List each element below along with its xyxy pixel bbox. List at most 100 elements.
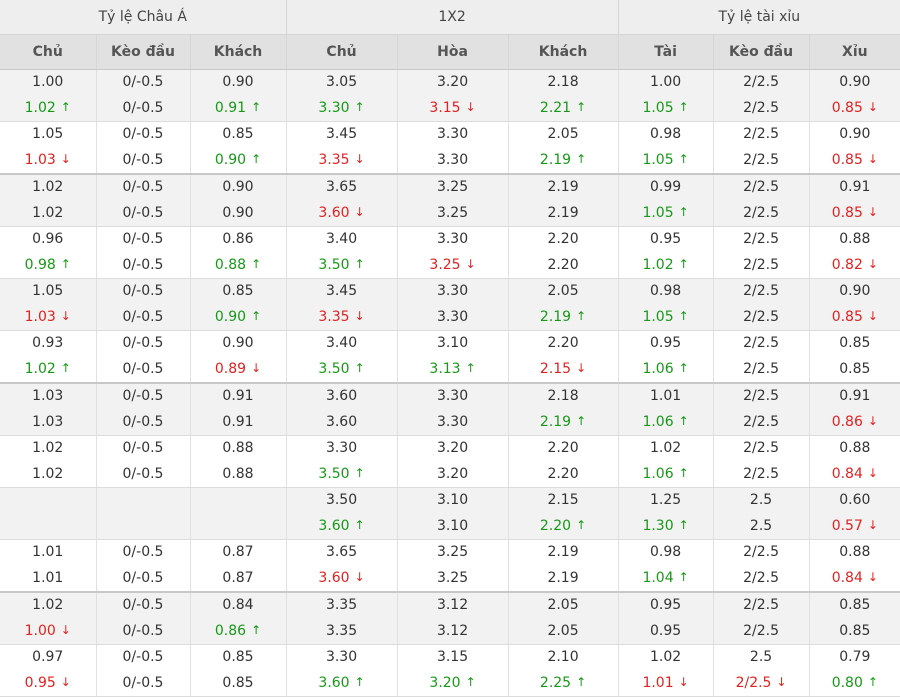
odds-cell-asian-handicap: 0/-0.5 (96, 565, 191, 593)
odds-value: 3.25 (436, 179, 469, 195)
odds-value: 3.35 (325, 622, 358, 639)
odds-value: 2/2.5 (743, 99, 779, 116)
col-header-1x2-home: Chủ (286, 34, 398, 70)
odds-cell-1x2-away: 2.15 ↓ (508, 356, 619, 384)
odds-cell-1x2-away: 2.20 (508, 330, 619, 356)
odds-cell-asian-handicap (96, 513, 191, 540)
arrow-up-icon: ↑ (354, 257, 365, 271)
odds-cell-over: 1.05 ↑ (618, 200, 714, 227)
odds-cell-asian-away: 0.90 (190, 330, 287, 356)
odds-cell-1x2-draw: 3.25 (397, 539, 509, 565)
table-row: 0.96 0/-0.5 0.86 3.40 3.30 2.20 0.95 2/2.5 0.88 (0, 226, 900, 252)
odds-value: 1.03 (24, 152, 56, 168)
arrow-down-icon: ↓ (354, 205, 365, 219)
odds-cell-asian-home: 1.03 (0, 409, 97, 436)
odds-cell-asian-home: 1.02 (0, 592, 97, 618)
odds-cell-1x2-home: 3.45 (286, 278, 398, 304)
odds-value: 2.19 (539, 414, 572, 430)
odds-cell-1x2-draw: 3.25 (397, 565, 509, 593)
odds-cell-asian-handicap: 0/-0.5 (96, 409, 191, 436)
col-header-asian-home: Chủ (0, 34, 97, 70)
odds-cell-1x2-away: 2.20 ↑ (508, 513, 619, 540)
odds-value: 2.5 (749, 517, 773, 534)
odds-value: 0.91 (839, 388, 871, 404)
odds-cell-asian-handicap: 0/-0.5 (96, 356, 191, 384)
odds-cell-1x2-draw: 3.10 (397, 487, 509, 513)
odds-cell-ou-line: 2/2.5 (713, 356, 810, 384)
odds-value: 0.90 (839, 283, 871, 299)
odds-value: 2.5 (749, 492, 773, 508)
odds-cell-over: 0.99 (618, 174, 714, 200)
odds-value: 0.86 (222, 231, 254, 247)
odds-cell-ou-line: 2/2.5 (713, 618, 810, 645)
odds-value: 3.25 (436, 544, 469, 560)
odds-value: 2/2.5 (743, 335, 779, 351)
odds-value: 1.05 (642, 152, 674, 168)
odds-cell-over: 1.05 ↑ (618, 147, 714, 175)
odds-cell-asian-away: 0.88 (190, 461, 287, 488)
odds-value: 1.01 (32, 544, 64, 560)
odds-cell-under: 0.91 (809, 383, 900, 409)
odds-cell-asian-away: 0.86 (190, 226, 287, 252)
arrow-up-icon: ↑ (251, 152, 262, 166)
odds-cell-ou-line: 2/2.5 (713, 147, 810, 175)
odds-value: 2.19 (547, 179, 579, 195)
odds-value: 0/-0.5 (122, 335, 164, 351)
odds-cell-asian-away (190, 487, 287, 513)
odds-value: 3.30 (318, 100, 350, 116)
arrow-up-icon: ↑ (251, 623, 262, 637)
odds-cell-1x2-away: 2.19 ↑ (508, 304, 619, 331)
odds-value: 2.20 (539, 518, 572, 534)
odds-value: 1.02 (24, 361, 56, 377)
odds-cell-under: 0.90 (809, 278, 900, 304)
odds-cell-ou-line: 2/2.5 (713, 69, 810, 95)
arrow-up-icon: ↑ (678, 466, 689, 480)
odds-value: 1.02 (649, 649, 682, 665)
odds-value: 0.90 (839, 126, 871, 142)
odds-value: 1.04 (642, 570, 674, 586)
arrow-up-icon: ↑ (251, 257, 262, 271)
odds-value: 0.85 (222, 283, 254, 299)
odds-value: 2/2.5 (743, 256, 779, 273)
odds-value: 3.45 (325, 126, 358, 142)
odds-value: 0/-0.5 (122, 151, 164, 168)
odds-cell-asian-handicap: 0/-0.5 (96, 539, 191, 565)
odds-cell-1x2-away: 2.19 ↑ (508, 409, 619, 436)
col-header-asian-handicap: Kèo đầu (96, 34, 191, 70)
odds-value: 1.03 (32, 413, 64, 430)
odds-cell-over: 1.05 ↑ (618, 304, 714, 331)
odds-cell-1x2-home: 3.50 (286, 487, 398, 513)
odds-cell-ou-line: 2/2.5 (713, 278, 810, 304)
odds-cell-under: 0.80 ↑ (809, 670, 900, 697)
odds-cell-asian-home: 0.96 (0, 226, 97, 252)
odds-cell-asian-home: 1.00 (0, 69, 97, 95)
odds-value: 0.79 (839, 649, 871, 665)
arrow-down-icon: ↓ (354, 309, 365, 323)
odds-value: 2.19 (539, 309, 572, 325)
arrow-down-icon: ↓ (251, 361, 262, 375)
table-row: 1.03 ↓ 0/-0.5 0.90 ↑ 3.35 ↓ 3.30 2.19 ↑ 1.05 ↑ 2/2.5… (0, 304, 900, 331)
odds-value: 3.50 (318, 361, 350, 377)
arrow-down-icon: ↓ (576, 361, 587, 375)
odds-cell-1x2-draw: 3.25 (397, 174, 509, 200)
odds-value: 2/2.5 (743, 126, 779, 142)
arrow-down-icon: ↓ (867, 100, 878, 114)
odds-value: 0.98 (649, 126, 682, 142)
odds-value: 2/2.5 (743, 440, 779, 456)
arrow-up-icon: ↑ (354, 100, 365, 114)
odds-value: 0.84 (831, 466, 863, 482)
odds-cell-over: 1.01 (618, 383, 714, 409)
table-row: 3.60 ↑ 3.10 2.20 ↑ 1.30 ↑ 2.5 0.57 ↓ (0, 513, 900, 540)
odds-cell-asian-home: 1.03 (0, 383, 97, 409)
odds-cell-asian-handicap: 0/-0.5 (96, 121, 191, 147)
odds-value: 2/2.5 (743, 622, 779, 639)
odds-value: 2/2.5 (743, 413, 779, 430)
odds-value: 0.84 (222, 597, 254, 613)
odds-cell-over: 0.98 (618, 278, 714, 304)
odds-value: 2.20 (547, 231, 579, 247)
odds-value: 3.30 (436, 151, 469, 168)
odds-value: 1.06 (642, 414, 674, 430)
odds-cell-asian-away: 0.90 (190, 69, 287, 95)
table-row: 1.05 0/-0.5 0.85 3.45 3.30 2.05 0.98 2/2.5 0.90 (0, 278, 900, 304)
odds-cell-asian-home (0, 513, 97, 540)
